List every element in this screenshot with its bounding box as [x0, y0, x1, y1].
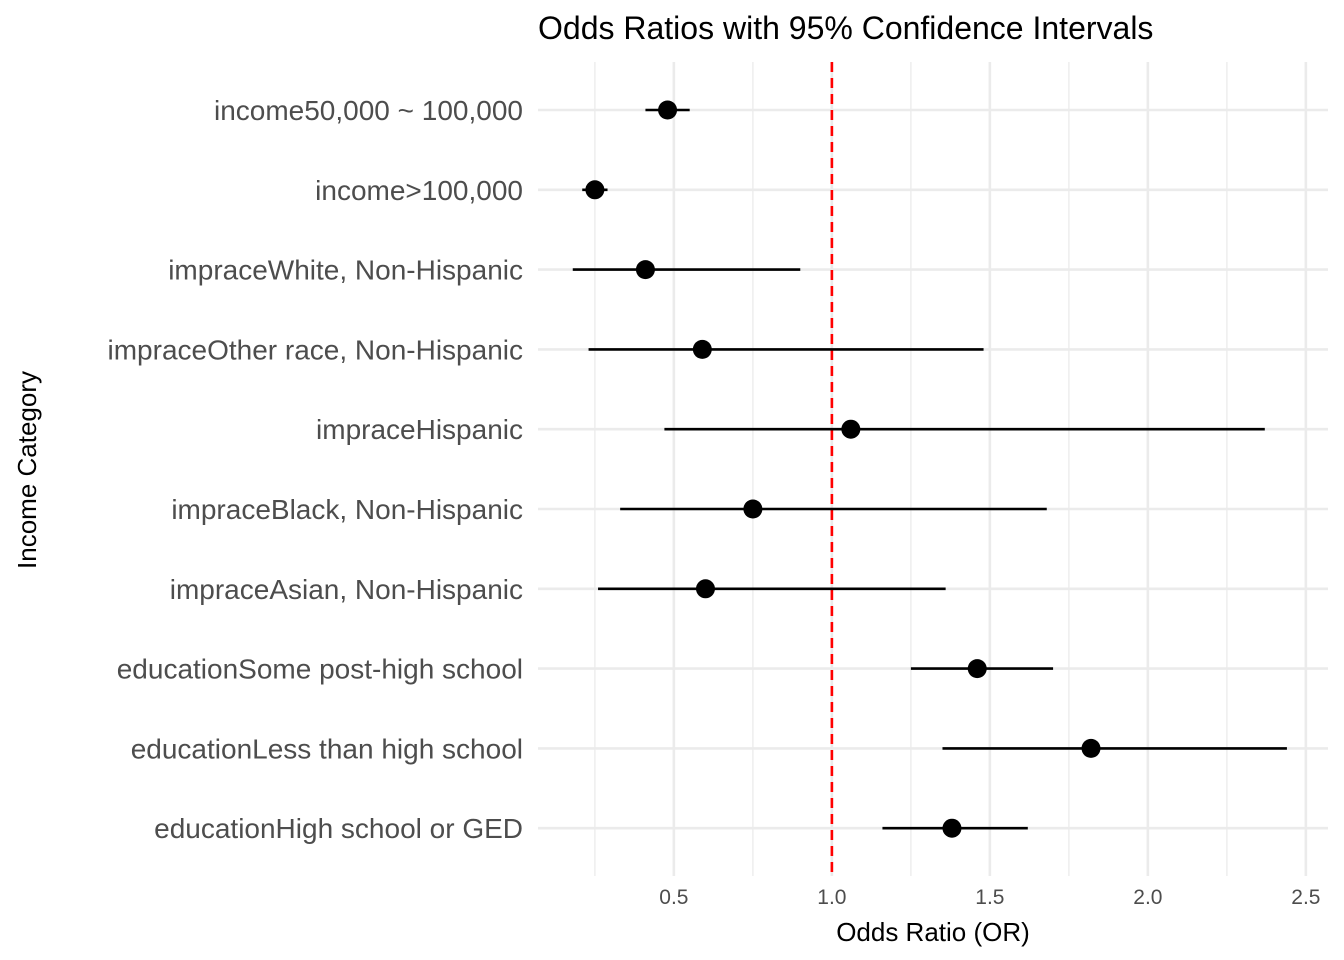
category-label: impraceOther race, Non-Hispanic — [108, 334, 524, 365]
category-label: educationHigh school or GED — [154, 813, 523, 844]
category-label: impraceWhite, Non-Hispanic — [168, 255, 523, 286]
category-label: income50,000 ~ 100,000 — [214, 95, 523, 126]
x-axis-title: Odds Ratio (OR) — [836, 917, 1030, 947]
confidence-intervals — [572, 108, 1287, 830]
or-point — [841, 419, 861, 439]
x-tick-label: 2.5 — [1291, 886, 1320, 909]
or-point — [743, 499, 763, 519]
y-axis-title: Income Category — [12, 371, 42, 569]
odds-ratio-points — [585, 100, 1101, 838]
category-label: educationSome post-high school — [117, 654, 523, 685]
or-point — [585, 180, 605, 200]
or-point — [695, 579, 715, 599]
x-tick-label: 0.5 — [659, 886, 688, 909]
or-point — [1081, 738, 1101, 758]
chart-title: Odds Ratios with 95% Confidence Interval… — [538, 10, 1153, 46]
or-point — [692, 339, 712, 359]
x-tick-label: 1.5 — [975, 886, 1004, 909]
grid — [538, 62, 1328, 876]
category-label: impraceAsian, Non-Hispanic — [170, 574, 523, 605]
category-label: impraceHispanic — [316, 414, 523, 445]
category-labels: income50,000 ~ 100,000 income>100,000 impr… — [108, 95, 524, 844]
or-point — [658, 100, 678, 120]
x-tick-labels: 0.5 1.0 1.5 2.0 2.5 — [659, 886, 1320, 909]
category-label: income>100,000 — [315, 175, 523, 206]
category-label: impraceBlack, Non-Hispanic — [171, 494, 523, 525]
x-tick-label: 1.0 — [817, 886, 846, 909]
or-point — [942, 818, 962, 838]
category-label: educationLess than high school — [131, 733, 523, 764]
or-point — [635, 260, 655, 280]
x-tick-label: 2.0 — [1133, 886, 1162, 909]
or-point — [967, 659, 987, 679]
